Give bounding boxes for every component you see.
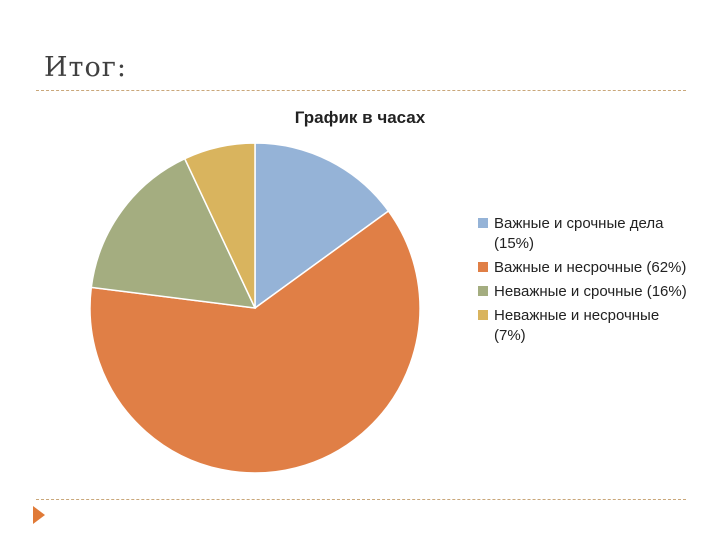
legend-label-4: Неважные и несрочные (7%) <box>494 307 660 344</box>
legend-label-3: Неважные и срочные (16%) <box>494 283 687 300</box>
legend-swatch-2 <box>478 262 488 272</box>
pie-slice-3 <box>90 157 257 309</box>
legend-item-4: Неважные и несрочные (7%) <box>478 306 688 346</box>
slide-title: Итог: <box>44 52 127 83</box>
pie-slice-4 <box>183 142 256 309</box>
legend-label-2: Важные и несрочные (62%) <box>494 259 687 276</box>
pie-slice-2 <box>89 209 421 474</box>
legend-item-3: Неважные и срочные (16%) <box>478 282 688 302</box>
pie-slice-1 <box>254 142 390 310</box>
bottom-divider <box>36 499 686 500</box>
chart-legend: Важные и срочные дела (15%) Важные и неср… <box>478 214 688 350</box>
legend-swatch-4 <box>478 310 488 320</box>
legend-swatch-3 <box>478 286 488 296</box>
top-divider <box>36 90 686 91</box>
legend-item-2: Важные и несрочные (62%) <box>478 258 688 278</box>
legend-swatch-1 <box>478 218 488 228</box>
triangle-right-icon <box>33 506 45 524</box>
legend-label-1: Важные и срочные дела (15%) <box>494 215 664 252</box>
legend-item-1: Важные и срочные дела (15%) <box>478 214 688 254</box>
chart-title: График в часах <box>294 108 426 127</box>
